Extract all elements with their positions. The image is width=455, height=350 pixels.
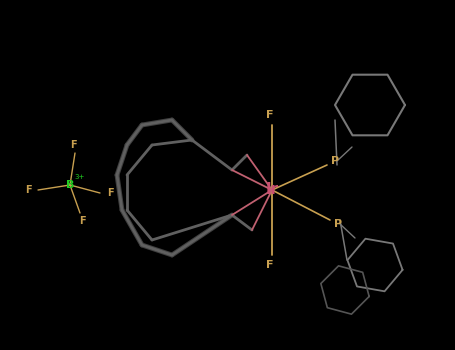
Text: Ir: Ir [265,182,278,197]
Text: F: F [266,260,274,270]
Text: P: P [334,219,342,229]
Text: 3+: 3+ [75,174,85,180]
Text: F: F [266,110,274,120]
Text: F: F [106,188,113,198]
Text: F: F [79,216,86,226]
Text: P: P [331,156,339,166]
Text: B: B [66,180,74,190]
Text: F: F [25,185,31,195]
Text: F: F [70,140,76,150]
